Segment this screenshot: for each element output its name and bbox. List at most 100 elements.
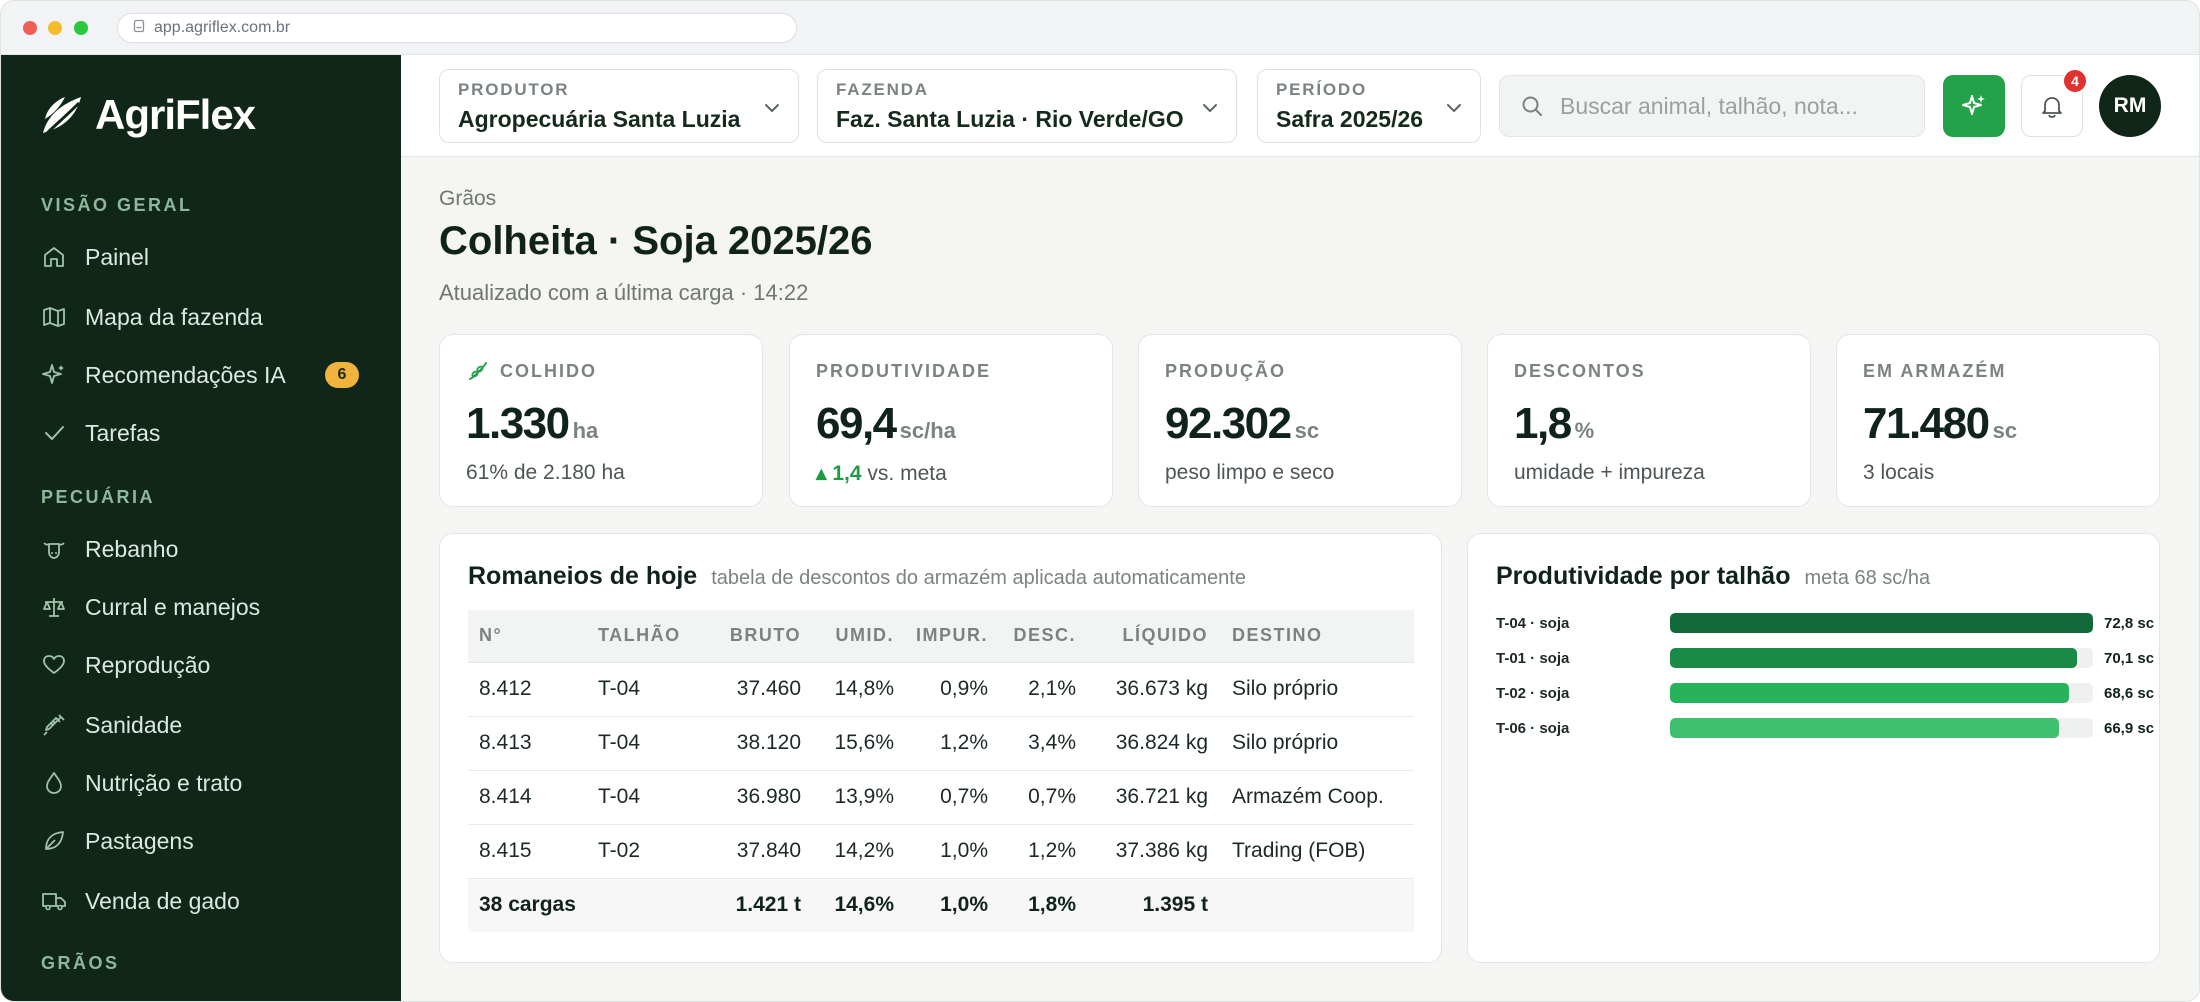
romaneios-title: Romaneios de hoje <box>468 562 698 590</box>
kpi-label: PRODUÇÃO <box>1165 360 1287 381</box>
cell-liquido: 37.386 kg <box>1076 824 1208 879</box>
sidebar-item-painel[interactable]: Painel <box>25 231 377 283</box>
kpi-label: DESCONTOS <box>1514 360 1646 381</box>
cell-desconto: 1,2% <box>988 824 1076 879</box>
periodo-selector[interactable]: PERÍODO Safra 2025/26 <box>1257 69 1481 143</box>
column-header[interactable]: IMPUR. <box>894 610 988 663</box>
brand-name: AgriFlex <box>95 91 256 138</box>
sidebar-item-mapa[interactable]: Mapa da fazenda <box>25 291 377 343</box>
cell-impureza: 0,7% <box>894 770 988 825</box>
cell-umidade: 13,9% <box>801 770 894 825</box>
bar-track <box>1670 648 2093 668</box>
sidebar-item-reproducao[interactable]: Reprodução <box>25 639 377 691</box>
kpi-value: 1,8 <box>1514 399 1572 448</box>
sidebar-item-tarefas[interactable]: Tarefas <box>25 407 377 459</box>
cell-destino: Trading (FOB) <box>1208 824 1414 879</box>
table-row[interactable]: 8.412 T-04 37.460 14,8% 0,9% 2,1% 36.673… <box>468 662 1414 717</box>
sidebar-item-nutricao[interactable]: Nutrição e trato <box>25 757 377 809</box>
kpi-unit: sc <box>1992 418 2018 443</box>
kpi-card-em-armazem[interactable]: EM ARMAZÉM 71.480 sc 3 locais <box>1836 334 2160 507</box>
produtividade-subtitle: meta 68 sc/ha <box>1804 567 1931 589</box>
cell-bruto: 37.460 <box>706 662 801 717</box>
bar-category-label: T-06 · soja <box>1496 720 1570 737</box>
cell-umidade: 15,6% <box>801 716 894 771</box>
check-icon <box>45 426 64 440</box>
cell-impureza: 1,2% <box>894 716 988 771</box>
breadcrumb[interactable]: Grãos <box>439 187 497 210</box>
table-totals-row: 38 cargas 1.421 t 14,6% 1,0% 1,8% 1.395 … <box>468 878 1414 932</box>
search-box[interactable] <box>1499 75 1925 137</box>
sidebar-item-sanidade[interactable]: Sanidade <box>25 699 377 751</box>
address-text: app.agriflex.com.br <box>154 19 291 36</box>
column-header[interactable]: DESC. <box>988 610 1076 663</box>
bar-row[interactable]: T-02 · soja 68,6 sc <box>1496 678 2156 713</box>
sidebar-item-curral[interactable]: Curral e manejos <box>25 581 377 633</box>
kpi-value: 71.480 <box>1863 399 1990 448</box>
bar-fill <box>1670 648 2078 668</box>
sidebar-item-label: Curral e manejos <box>85 593 261 620</box>
cell-bruto: 36.980 <box>706 770 801 825</box>
cell-impureza: 0,9% <box>894 662 988 717</box>
cell-destino: Silo próprio <box>1208 716 1414 771</box>
column-header[interactable]: DESTINO <box>1208 610 1414 663</box>
address-bar[interactable]: app.agriflex.com.br <box>117 13 797 43</box>
minimize-window-button[interactable] <box>48 21 62 35</box>
bar-row[interactable]: T-06 · soja 66,9 sc <box>1496 713 2156 748</box>
column-header[interactable]: UMID. <box>801 610 894 663</box>
table-row[interactable]: 8.415 T-02 37.840 14,2% 1,0% 1,2% 37.386… <box>468 824 1414 879</box>
table-row[interactable]: 8.413 T-04 38.120 15,6% 1,2% 3,4% 36.824… <box>468 716 1414 771</box>
truck-icon <box>42 893 66 911</box>
sidebar-item-label: Sanidade <box>85 711 183 738</box>
column-header[interactable]: TALHÃO <box>598 610 706 663</box>
close-window-button[interactable] <box>23 21 37 35</box>
produtor-selector[interactable]: PRODUTOR Agropecuária Santa Luzia <box>439 69 799 143</box>
notification-count-badge: 4 <box>2062 68 2088 94</box>
kpi-footnote: 61% de 2.180 ha <box>466 461 625 484</box>
column-header[interactable]: LÍQUIDO <box>1076 610 1208 663</box>
cow-icon <box>43 542 65 559</box>
cell-talhao: T-04 <box>598 716 706 771</box>
kpi-card-descontos[interactable]: DESCONTOS 1,8% umidade + impureza <box>1487 334 1811 507</box>
total-cargas: 38 cargas <box>479 893 576 917</box>
cell-talhao: T-02 <box>598 824 706 879</box>
cell-bruto: 38.120 <box>706 716 801 771</box>
bar-track <box>1670 613 2093 633</box>
sparkle-icon <box>42 364 64 384</box>
kpi-card-colhido[interactable]: COLHIDO 1.330 ha 61% de 2.180 ha <box>439 334 763 507</box>
maximize-window-button[interactable] <box>74 21 88 35</box>
notifications-button[interactable]: 4 <box>2021 68 2088 137</box>
bar-category-label: T-02 · soja <box>1496 685 1570 702</box>
bar-row[interactable]: T-01 · soja 70,1 sc <box>1496 643 2156 678</box>
sidebar-item-rebanho[interactable]: Rebanho <box>25 523 377 575</box>
sidebar-item-venda-gado[interactable]: Venda de gado <box>25 875 377 927</box>
cell-numero: 8.415 <box>468 824 598 879</box>
sidebar-item-recomendacoes[interactable]: Recomendações IA 6 <box>25 349 377 401</box>
bar-value-label: 68,6 sc <box>2104 685 2155 702</box>
bar-fill <box>1670 718 2059 738</box>
home-icon <box>44 247 64 267</box>
drop-icon <box>46 772 62 794</box>
kpi-card-produtividade[interactable]: PRODUTIVIDADE 69,4 sc/ha ▴ 1,4 vs. meta <box>789 334 1113 507</box>
kpi-footnote: 3 locais <box>1863 461 1935 484</box>
section-title-visao-geral: VISÃO GERAL <box>41 195 193 215</box>
search-input[interactable] <box>1560 92 1920 120</box>
user-avatar[interactable]: RM <box>2099 75 2161 137</box>
kpi-value: 1.330 <box>466 399 570 448</box>
table-row[interactable]: 8.414 T-04 36.980 13,9% 0,7% 0,7% 36.721… <box>468 770 1414 825</box>
cell-talhao: T-04 <box>598 770 706 825</box>
brand-logo[interactable]: AgriFlex <box>37 87 256 143</box>
romaneios-subtitle: tabela de descontos do armazém aplicada … <box>711 567 1246 589</box>
column-header[interactable]: N° <box>468 610 598 663</box>
cell-numero: 8.413 <box>468 716 598 771</box>
ai-assistant-button[interactable] <box>1943 75 2005 137</box>
romaneios-table: N° TALHÃO BRUTO UMID. IMPUR. DESC. LÍQUI… <box>468 610 1414 932</box>
fazenda-selector[interactable]: FAZENDA Faz. Santa Luzia · Rio Verde/GO <box>817 69 1237 143</box>
sidebar-item-label: Painel <box>85 243 149 270</box>
column-header[interactable]: BRUTO <box>706 610 801 663</box>
kpi-unit: sc <box>1294 418 1320 443</box>
kpi-card-producao[interactable]: PRODUÇÃO 92.302 sc peso limpo e seco <box>1138 334 1462 507</box>
sidebar-item-pastagens[interactable]: Pastagens <box>25 815 377 867</box>
kpi-unit: % <box>1574 418 1595 443</box>
bar-row[interactable]: T-04 · soja 72,8 sc <box>1496 608 2156 643</box>
